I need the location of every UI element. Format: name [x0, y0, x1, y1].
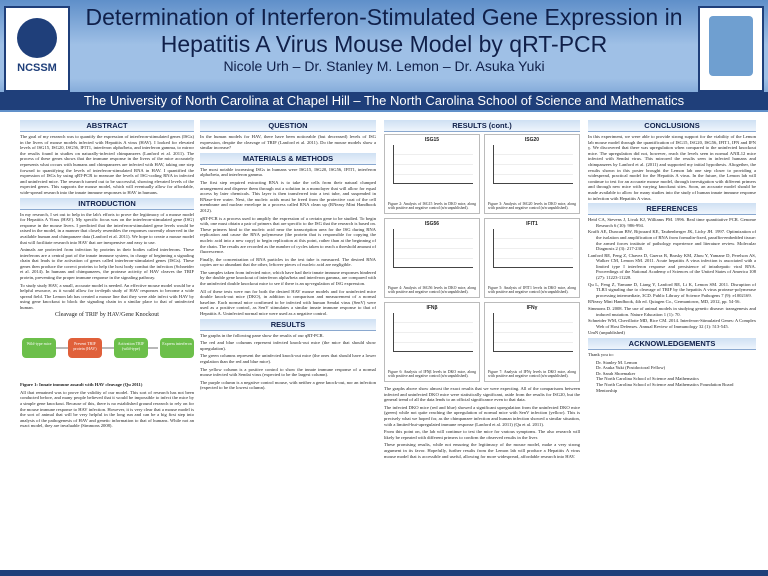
figure-caption: Figure 5: Analysis of IFIT1 levels in DK…	[488, 285, 576, 295]
paragraph: The green columns represent the uninfect…	[200, 353, 376, 364]
figure: ISG20 Figure 3: Analysis of ISG20 levels …	[484, 134, 580, 214]
diagram-node: Express interferon	[160, 338, 194, 359]
figure: IFIT1 Figure 5: Analysis of IFIT1 levels …	[484, 218, 580, 298]
figure-title: IFNγ	[526, 305, 538, 311]
list-item: The North Carolina School of Science and…	[596, 382, 756, 388]
paragraph: To study study HAV, a small, accurate mo…	[20, 282, 194, 311]
list-item: Dr. Sarah Shoemaker	[596, 371, 756, 377]
paragraph: From this point on, the lab will continu…	[384, 429, 580, 440]
paragraph: All of these tests were run for both the…	[200, 288, 376, 317]
diagram: Wild-type mice Prevent TRIF protein (HAV)…	[20, 320, 194, 380]
list: Heid CA, Stevens J, Livak KJ, Williams P…	[588, 217, 756, 336]
paragraph: In my research, I set out to help in the…	[20, 211, 194, 245]
section-heading: QUESTION	[200, 120, 376, 132]
section-heading: RESULTS (cont.)	[384, 120, 580, 132]
diagram-node: Prevent TRIF protein (HAV)	[68, 338, 102, 359]
figure: IFNβ Figure 6: Analysis of IFNβ levels in…	[384, 302, 480, 382]
paragraph: The first step required extracting RNA i…	[200, 179, 376, 213]
figure: ISG56 Figure 4: Analysis of ISG56 levels …	[384, 218, 480, 298]
logo-text: NCSSM	[17, 62, 57, 74]
paragraph: The samples taken from infected mice, wh…	[200, 269, 376, 287]
diagram-caption: Figure 1: Innate immune assault with HAV…	[20, 382, 143, 388]
figure-title: ISG15	[424, 137, 440, 143]
list-item: Lanford RE, Feng Z, Chavez D, Guerra B, …	[588, 252, 756, 281]
paragraph: These promising results, while not ensur…	[384, 442, 580, 459]
list-item: Schneider WM, Chevillotte MD, Rice CM. 2…	[588, 318, 756, 329]
paragraph: The yellow column is a positive control …	[200, 366, 376, 378]
plot-area	[393, 313, 473, 352]
list-item: Heid CA, Stevens J, Livak KJ, Williams P…	[588, 217, 756, 228]
list-item: Dr. Asuka Yuki (Postdoctoral Fellow)	[596, 365, 756, 371]
figure-title: IFNβ	[426, 305, 438, 311]
column: CONCLUSIONS In this experiment, we were a…	[588, 118, 756, 568]
arrows	[56, 347, 158, 349]
paragraph: The graphs in the following pane show th…	[200, 332, 324, 338]
affiliation: The University of North Carolina at Chap…	[0, 92, 768, 110]
list-item: Simmons D. 2008. The use of animal model…	[588, 306, 756, 317]
paragraph: In the human models for HAV, there have …	[200, 134, 376, 151]
list-item: The North Carolina School of Science and…	[596, 376, 756, 382]
figures: ISG15 Figure 2: Analysis of ISG15 levels …	[384, 134, 580, 382]
section-heading: MATERIALS & METHODS	[200, 152, 376, 165]
figure-title: ISG20	[524, 137, 540, 143]
figure-caption: Figure 6: Analysis of IFNβ levels in DKO…	[388, 369, 476, 379]
list: Dr. Stanley M. LemonDr. Asuka Yuki (Post…	[588, 360, 756, 394]
column: RESULTS (cont.) ISG15 Figure 2: Analysis …	[384, 118, 580, 568]
paragraph: The infected DKO mice (red and blue) sho…	[384, 404, 580, 427]
header: NCSSM Determination of Interferon-Stimul…	[0, 0, 768, 112]
figure: IFNγ Figure 7: Analysis of IFNγ levels in…	[484, 302, 580, 382]
plot-area	[493, 229, 573, 268]
column: QUESTION In the human models for HAV, the…	[200, 118, 376, 568]
logo-unc	[698, 6, 764, 92]
logo-ncssm: NCSSM	[4, 6, 70, 92]
section-heading: CONCLUSIONS	[588, 120, 756, 132]
section-heading: REFERENCES	[588, 203, 756, 216]
authors: Nicole Urh – Dr. Stanley M. Lemon – Dr. …	[223, 58, 545, 74]
paragraph: The goal of my research was to quantify …	[20, 134, 194, 195]
diagram-node: Wild-type mice	[22, 338, 56, 359]
figure-title: ISG56	[424, 221, 440, 227]
figure-caption: Figure 4: Analysis of ISG56 levels in DK…	[388, 285, 476, 295]
list-item: RNeasy Mini Handbook, 4th ed. Quiagen Co…	[588, 299, 741, 305]
paragraph: All that remained was to prove the valid…	[20, 389, 194, 429]
figure-title: IFIT1	[526, 221, 538, 227]
figure-caption: Figure 2: Analysis of ISG15 levels in DK…	[388, 201, 476, 211]
paragraph: The red and blue columns represent infec…	[200, 340, 376, 351]
paragraph: The graphs above show almost the exact r…	[384, 386, 580, 403]
list-item: Krafft AE, Duncan BW, Bijwaard KE, Taube…	[588, 229, 756, 252]
column: ABSTRACT The goal of my research was to q…	[20, 118, 194, 568]
section-heading: ABSTRACT	[20, 120, 194, 132]
paragraph: Thank you to:	[588, 352, 614, 357]
diagram-node: Activation TRIF (wild-type)	[114, 338, 148, 359]
list-item: Mentorship	[596, 388, 756, 394]
footer-band	[0, 570, 768, 576]
paragraph: Finally, the concentration of RNA partic…	[200, 256, 376, 268]
plot-area	[393, 229, 473, 268]
paragraph: In this experiment, we were able to prov…	[588, 134, 756, 201]
plot-area	[493, 313, 573, 352]
figure-caption: Figure 7: Analysis of IFNγ levels in DKO…	[488, 369, 576, 379]
list-item: UmN (unpublished)	[588, 330, 625, 336]
list-item: Dr. Stanley M. Lemon	[596, 360, 756, 366]
diagram-title: Cleavage of TRIF by HAV/Gene Knockout	[55, 311, 159, 318]
section-heading: INTRODUCTION	[20, 197, 194, 210]
title: Determination of Interferon-Stimulated G…	[85, 4, 683, 30]
list-item: Qu L, Feng Z, Yamane D, Liang Y, Lanford…	[588, 281, 756, 298]
paragraph: The purple column is a negative control …	[200, 379, 376, 391]
paragraph: The most notable increasing ISGs in huma…	[200, 166, 376, 178]
plot-area	[493, 145, 573, 184]
paragraph: qRT-PCR is a process used to amplify the…	[200, 215, 376, 255]
section-heading: RESULTS	[200, 318, 376, 331]
plot-area	[393, 145, 473, 184]
paragraph: Animals are protected from infection by …	[20, 247, 194, 281]
section-heading: ACKNOWLEDGEMENTS	[588, 338, 756, 350]
figure: ISG15 Figure 2: Analysis of ISG15 levels …	[384, 134, 480, 214]
figure-caption: Figure 3: Analysis of ISG20 levels in DK…	[488, 201, 576, 211]
title: Hepatitis A Virus Mouse Model by qRT-PCR	[160, 31, 608, 57]
